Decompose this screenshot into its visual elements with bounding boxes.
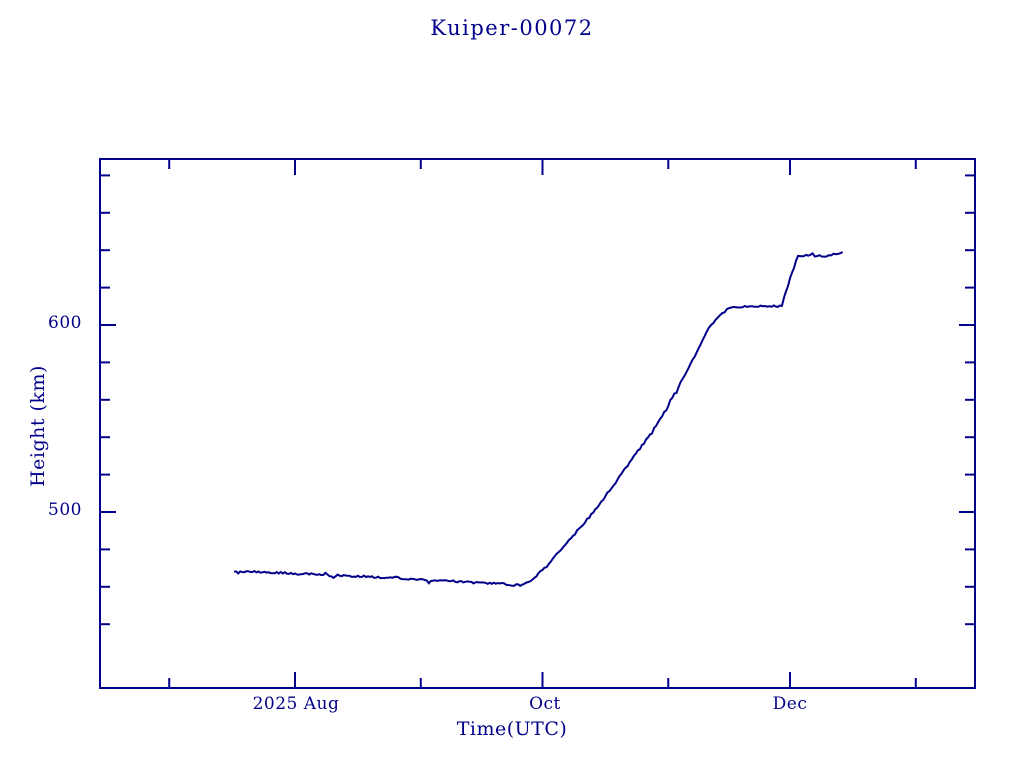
plot-frame xyxy=(99,158,976,689)
y-tick-label-500: 500 xyxy=(48,500,82,520)
axis-ticks xyxy=(100,159,975,688)
x-axis-label: Time(UTC) xyxy=(456,718,568,740)
x-tick-label-aug: 2025 Aug xyxy=(252,694,340,714)
y-tick-label-600: 600 xyxy=(48,313,82,333)
x-tick-label-dec: Dec xyxy=(772,694,808,714)
chart-title: Kuiper-00072 xyxy=(430,16,594,40)
x-tick-label-oct: Oct xyxy=(529,694,561,714)
data-series xyxy=(233,251,844,587)
